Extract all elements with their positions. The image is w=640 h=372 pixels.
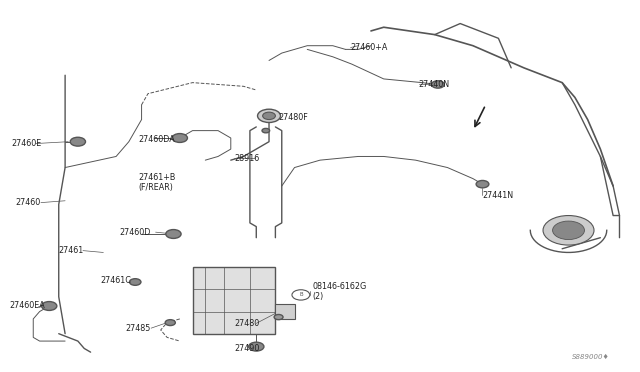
Text: 28916: 28916 [234,154,259,163]
Circle shape [166,230,181,238]
Circle shape [476,180,489,188]
Text: 27490: 27490 [234,344,259,353]
Text: 27480: 27480 [234,319,259,328]
Circle shape [262,128,269,133]
Circle shape [262,112,275,119]
Bar [193,267,275,334]
Circle shape [543,215,594,245]
Bar [275,304,294,319]
Circle shape [129,279,141,285]
Text: 27480F: 27480F [278,113,308,122]
Circle shape [172,134,188,142]
Text: 27460EA: 27460EA [9,301,45,311]
Text: 27485: 27485 [125,324,151,333]
Text: 27460+A: 27460+A [351,43,388,52]
Text: 27461: 27461 [59,246,84,255]
Circle shape [42,302,57,310]
Text: 08146-6162G
(2): 08146-6162G (2) [312,282,367,301]
Circle shape [248,342,264,351]
Circle shape [257,109,280,122]
Circle shape [274,314,283,320]
Text: 27460E: 27460E [11,139,41,148]
Circle shape [70,137,86,146]
Text: 27460: 27460 [15,198,41,207]
Circle shape [431,81,444,88]
Text: S889000♦: S889000♦ [572,353,609,360]
Text: B: B [299,292,303,298]
Circle shape [165,320,175,326]
Circle shape [552,221,584,240]
Text: 27461+B
(F/REAR): 27461+B (F/REAR) [138,173,176,192]
Text: 27441N: 27441N [483,191,514,200]
Text: 27460DA: 27460DA [138,135,175,144]
Text: 27461C: 27461C [100,276,131,285]
Text: 27460D: 27460D [119,228,150,237]
Text: 27440N: 27440N [419,80,450,89]
